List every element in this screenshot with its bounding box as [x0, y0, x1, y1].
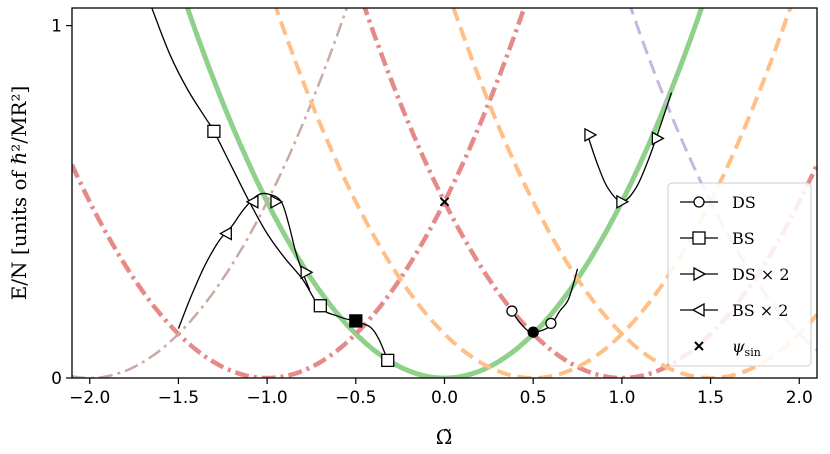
- marker-bs2-1: [245, 194, 259, 209]
- y-tick-label-1: 1: [51, 17, 62, 37]
- legend-label-ds2: DS × 2: [732, 265, 790, 284]
- marker-psi-0: [439, 197, 450, 207]
- legend-marker-3: [691, 302, 705, 318]
- marker-bs-2: [381, 353, 395, 368]
- x-tick-label-6: 1.0: [608, 388, 635, 408]
- legend: DS BS DS × 2 BS × 2 ψsin: [667, 182, 812, 367]
- y-tick-label-0: 0: [51, 369, 62, 389]
- legend-marker-2: [693, 266, 707, 282]
- parabola-3: [72, 8, 349, 378]
- marker-ds2-0: [270, 194, 284, 209]
- legend-label-psi: ψsin: [732, 337, 761, 359]
- y-axis-label: E/N [units of ℏ²/MR²]: [7, 86, 31, 301]
- curve-bs-left: [151, 8, 389, 361]
- legend-label-bs2: BS × 2: [732, 301, 788, 320]
- x-tick-label-2: −1.0: [246, 388, 287, 408]
- legend-label-ds: DS: [732, 193, 756, 212]
- x-tick-label-3: −0.5: [335, 388, 376, 408]
- parabola-0: [184, 8, 705, 378]
- x-tick-label-8: 2.0: [786, 388, 813, 408]
- x-tick-label-0: −2.0: [69, 388, 110, 408]
- marker-ds2-4: [651, 131, 665, 146]
- marker-ds_filled-0: [527, 326, 539, 338]
- marker-ds2-1: [300, 265, 314, 280]
- legend-marker-1: [692, 231, 706, 245]
- tick-layer: −2.0 −1.5 −1.0 −0.5 0.0 0.5 1.0 1.5 2.0 0 1: [51, 17, 813, 408]
- marker-bs-1: [313, 299, 327, 313]
- marker-ds-1: [545, 317, 557, 330]
- curve-loop-left: [177, 192, 311, 329]
- marker-ds2-2: [584, 127, 598, 142]
- legend-markers: [680, 196, 718, 351]
- curve-ds-right: [585, 92, 673, 203]
- marker-ds2-3: [616, 194, 630, 209]
- legend-label-bs: BS: [732, 229, 755, 248]
- curve-layer: [151, 8, 673, 361]
- marker-bs-0: [207, 124, 221, 138]
- legend-marker-4: [694, 341, 704, 351]
- marker-ds-0: [506, 305, 518, 317]
- marker-bs_filled-0: [349, 314, 363, 328]
- x-axis-label: Ω̃: [436, 425, 453, 449]
- parabola-5: [451, 8, 817, 378]
- legend-box: [667, 182, 812, 367]
- legend-marker-0: [693, 196, 705, 208]
- curve-ds-center: [509, 268, 579, 334]
- x-tick-label-5: 0.5: [520, 388, 547, 408]
- parabola-6: [629, 8, 817, 351]
- marker-bs2-0: [218, 226, 232, 241]
- marker-layer: [207, 124, 665, 368]
- x-tick-label-7: 1.5: [697, 388, 724, 408]
- x-tick-label-4: 0.0: [431, 388, 458, 408]
- parabola-1: [72, 8, 527, 378]
- x-tick-label-1: −1.5: [158, 388, 199, 408]
